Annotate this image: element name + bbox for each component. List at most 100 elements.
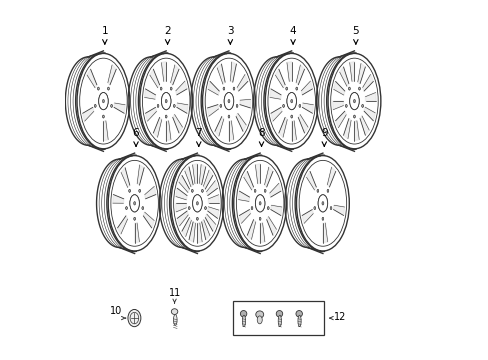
Ellipse shape [170,87,172,90]
Ellipse shape [227,115,229,118]
Polygon shape [182,217,191,237]
Ellipse shape [80,58,127,144]
Polygon shape [269,183,281,197]
Ellipse shape [317,189,318,192]
Ellipse shape [295,311,302,317]
Ellipse shape [349,93,359,110]
Polygon shape [364,107,375,121]
Ellipse shape [298,104,300,107]
Polygon shape [208,81,219,95]
Ellipse shape [313,207,315,210]
Ellipse shape [98,87,99,90]
Polygon shape [113,194,123,203]
Polygon shape [239,210,250,224]
Polygon shape [332,101,343,110]
Ellipse shape [98,87,99,90]
Ellipse shape [345,104,346,107]
Polygon shape [149,69,159,88]
Polygon shape [145,107,156,121]
Ellipse shape [129,189,130,192]
Polygon shape [175,81,186,95]
Ellipse shape [295,87,297,90]
Polygon shape [176,103,187,113]
Polygon shape [296,65,304,85]
Polygon shape [237,75,247,91]
Ellipse shape [285,87,287,90]
Bar [232,301,324,335]
Polygon shape [278,117,286,138]
Ellipse shape [236,161,284,246]
Ellipse shape [228,115,229,118]
Polygon shape [306,171,316,190]
Ellipse shape [255,311,263,318]
Polygon shape [197,223,202,243]
Ellipse shape [276,311,282,317]
Ellipse shape [188,207,189,210]
Ellipse shape [290,115,292,118]
Ellipse shape [161,93,171,110]
Polygon shape [247,220,255,239]
Polygon shape [208,195,219,203]
Ellipse shape [188,207,190,210]
Ellipse shape [157,105,159,107]
Ellipse shape [251,207,252,210]
Ellipse shape [192,195,202,212]
Ellipse shape [278,315,281,327]
Ellipse shape [139,189,140,192]
Ellipse shape [349,93,359,110]
Ellipse shape [321,202,323,205]
Ellipse shape [318,195,327,212]
Polygon shape [359,116,368,135]
Polygon shape [170,65,179,85]
Ellipse shape [326,189,328,192]
Ellipse shape [161,93,171,110]
Polygon shape [275,69,285,88]
Ellipse shape [361,104,363,107]
Ellipse shape [102,115,104,118]
Polygon shape [240,99,250,108]
Polygon shape [236,113,246,131]
Polygon shape [153,117,162,138]
Polygon shape [108,65,116,85]
Ellipse shape [223,87,224,90]
Ellipse shape [254,189,255,192]
Ellipse shape [358,87,360,90]
Ellipse shape [191,189,193,192]
Ellipse shape [107,87,109,90]
Polygon shape [343,118,350,139]
Ellipse shape [353,115,354,118]
Ellipse shape [282,105,284,107]
Polygon shape [175,203,186,212]
Polygon shape [184,167,193,187]
Ellipse shape [173,105,175,107]
Polygon shape [333,81,344,95]
Ellipse shape [134,217,135,220]
Ellipse shape [313,207,315,210]
Ellipse shape [348,87,349,90]
Ellipse shape [299,161,346,246]
Polygon shape [114,103,125,113]
Ellipse shape [196,217,198,220]
Text: 4: 4 [289,26,296,36]
Ellipse shape [160,87,162,90]
Ellipse shape [125,207,127,210]
Polygon shape [302,210,313,224]
Polygon shape [179,175,189,193]
Polygon shape [117,216,127,234]
Ellipse shape [345,105,346,107]
Polygon shape [144,186,156,199]
Ellipse shape [142,207,143,210]
Polygon shape [301,81,312,95]
Ellipse shape [353,115,355,118]
Ellipse shape [267,207,268,210]
Ellipse shape [224,93,233,110]
Polygon shape [302,103,313,113]
Polygon shape [339,67,348,86]
Ellipse shape [259,217,261,220]
Ellipse shape [267,207,268,210]
Polygon shape [243,171,253,190]
Ellipse shape [295,87,297,90]
Ellipse shape [286,93,296,110]
Ellipse shape [285,87,287,90]
Ellipse shape [165,115,167,118]
